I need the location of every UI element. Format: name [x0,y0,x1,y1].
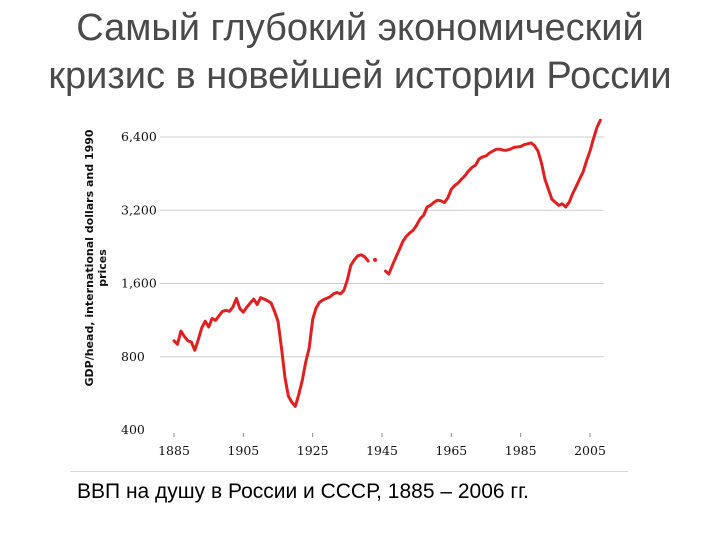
x-tick-label: 1925 [297,443,329,458]
caption-divider [70,471,628,472]
y-tick-label: 1,600 [121,276,157,291]
gdp-series-line [384,118,602,276]
y-axis-ticks: 400 800 1,600 3,200 6,400 [121,129,157,437]
data-point [373,257,378,262]
gdp-series-line [172,253,370,408]
y-axis-label-line-1: GDP/head, international dollars and 1990 [83,129,96,386]
x-tick-label: 1885 [158,443,190,458]
series-lines [172,118,602,408]
y-tick-label: 400 [121,422,145,437]
x-tick-label: 2005 [574,443,606,458]
x-tick-label: 1905 [227,443,259,458]
y-axis-label-line-2: prices [96,249,109,287]
y-tick-label: 6,400 [121,129,157,144]
chart-caption: ВВП на душу в России и СССР, 1885 – 2006… [77,480,530,503]
slide-title: Самый глубокий экономический кризис в но… [0,4,720,100]
slide-title-line-2: кризис в новейшей истории России [48,55,672,97]
x-tick-label: 1945 [366,443,398,458]
chart-gridlines [160,136,604,358]
x-tick-label: 1985 [505,443,537,458]
x-tick-label: 1965 [435,443,467,458]
y-tick-label: 3,200 [121,202,157,217]
y-tick-label: 800 [121,349,145,364]
x-axis-ticks: 1885 1905 1925 1945 1965 1985 2005 [158,433,606,458]
slide-title-line-1: Самый глубокий экономический [76,7,644,49]
